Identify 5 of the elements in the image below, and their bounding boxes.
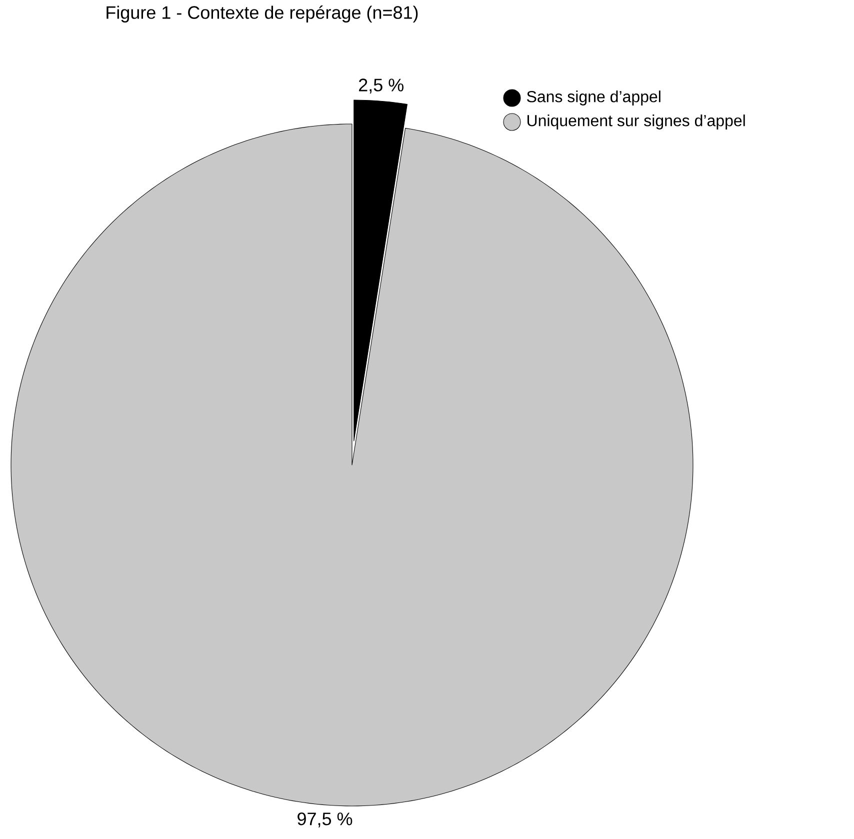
data-label: 97,5 % xyxy=(298,812,352,828)
legend-label: Sans signe d’appel xyxy=(527,90,660,106)
data-label: 2,5 % xyxy=(359,78,404,94)
legend-label: Uniquement sur signes d’appel xyxy=(528,114,745,130)
chart-title: Figure 1 - Contexte de repérage (n=81) xyxy=(106,5,418,22)
